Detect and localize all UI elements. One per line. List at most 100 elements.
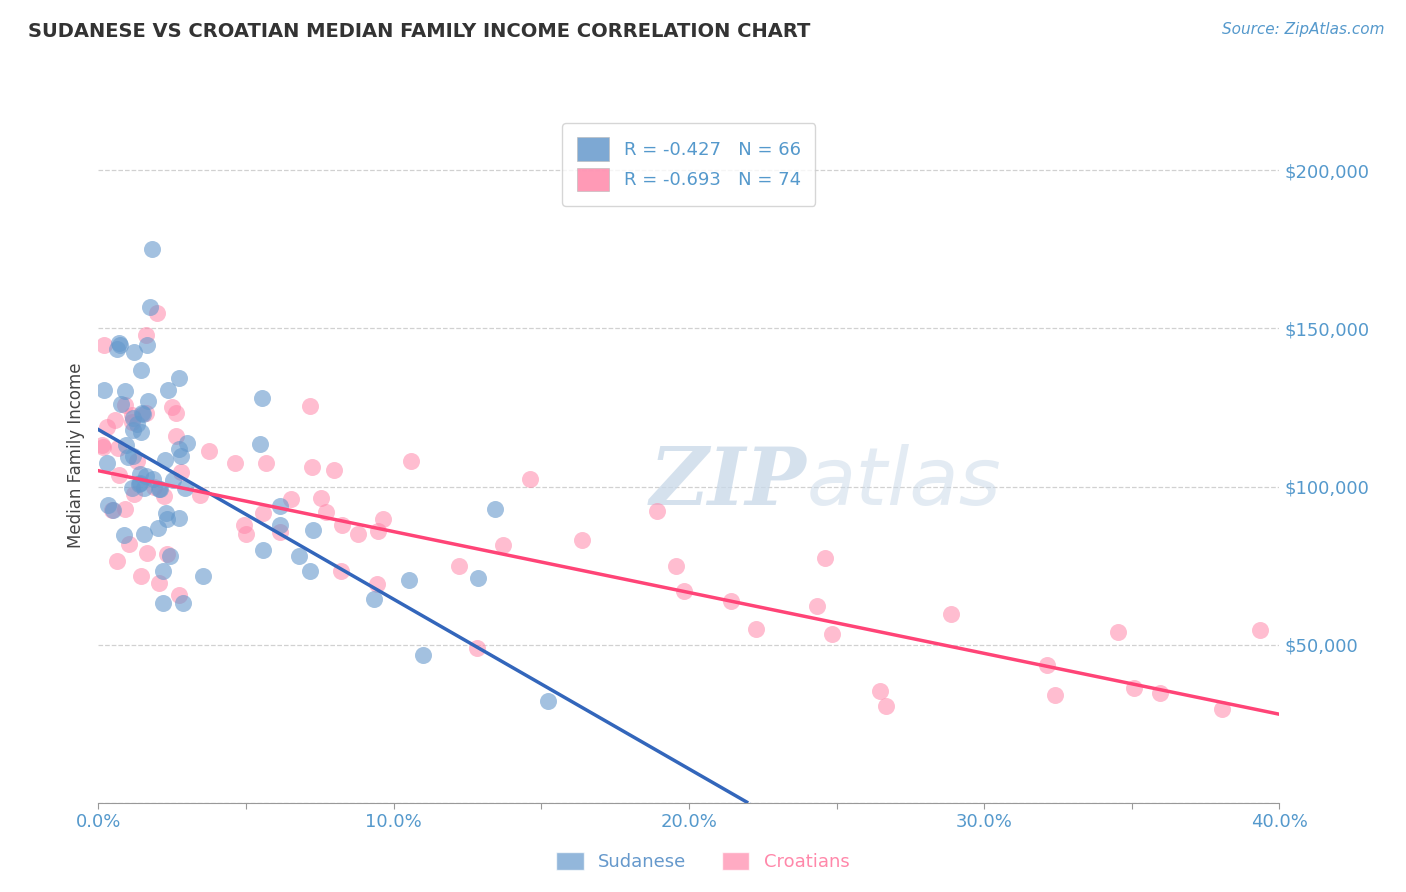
Point: [536, 694, 558, 708]
Point: [820, 627, 842, 641]
Point: [112, 527, 135, 541]
Point: [93, 338, 115, 352]
Point: [664, 558, 686, 573]
Point: [121, 408, 143, 422]
Point: [122, 423, 145, 437]
Point: [159, 549, 181, 563]
Point: [148, 482, 170, 496]
Point: [128, 477, 150, 491]
Point: [148, 575, 170, 590]
Point: [170, 449, 193, 463]
Point: [110, 397, 132, 411]
Point: [121, 481, 143, 495]
Point: [146, 521, 169, 535]
Point: [125, 417, 148, 431]
Point: [367, 524, 389, 538]
Point: [280, 492, 302, 507]
Point: [134, 527, 156, 541]
Point: [108, 468, 131, 483]
Point: [165, 406, 187, 420]
Text: ZIP: ZIP: [650, 444, 807, 522]
Point: [198, 443, 221, 458]
Point: [129, 467, 152, 481]
Point: [122, 345, 145, 359]
Point: [105, 342, 128, 356]
Point: [152, 596, 174, 610]
Point: [720, 594, 742, 608]
Point: [1035, 658, 1057, 673]
Point: [301, 523, 323, 537]
Point: [806, 599, 828, 613]
Point: [311, 491, 333, 505]
Point: [114, 398, 136, 412]
Point: [412, 648, 434, 662]
Point: [100, 503, 122, 517]
Point: [398, 573, 420, 587]
Point: [814, 550, 837, 565]
Point: [117, 450, 139, 465]
Point: [366, 577, 388, 591]
Point: [1249, 624, 1271, 638]
Point: [252, 543, 274, 558]
Point: [121, 415, 143, 429]
Point: [1211, 702, 1233, 716]
Point: [1107, 625, 1129, 640]
Point: [1123, 681, 1146, 695]
Point: [101, 503, 124, 517]
Point: [129, 476, 152, 491]
Point: [104, 413, 127, 427]
Point: [131, 406, 153, 420]
Point: [233, 518, 256, 533]
Point: [114, 384, 136, 399]
Point: [135, 468, 157, 483]
Point: [121, 450, 143, 464]
Point: [673, 583, 696, 598]
Point: [93, 440, 115, 454]
Point: [131, 362, 153, 376]
Point: [252, 506, 274, 520]
Point: [492, 538, 515, 552]
Point: [224, 456, 246, 470]
Point: [315, 505, 337, 519]
Point: [347, 526, 370, 541]
Point: [153, 489, 176, 503]
Point: [371, 512, 394, 526]
Point: [146, 305, 169, 319]
Point: [129, 568, 152, 582]
Point: [105, 554, 128, 568]
Point: [93, 384, 115, 398]
Point: [136, 547, 159, 561]
Point: [875, 698, 897, 713]
Point: [869, 684, 891, 698]
Point: [132, 407, 155, 421]
Point: [96, 456, 118, 470]
Point: [117, 537, 139, 551]
Point: [114, 502, 136, 516]
Point: [269, 518, 291, 533]
Point: [250, 392, 273, 406]
Point: [142, 472, 165, 486]
Point: [363, 592, 385, 607]
Point: [135, 327, 157, 342]
Point: [169, 588, 191, 602]
Point: [193, 568, 215, 582]
Point: [301, 459, 323, 474]
Point: [329, 564, 352, 578]
Point: [519, 472, 541, 486]
Point: [155, 506, 177, 520]
Point: [153, 453, 176, 467]
Point: [108, 337, 131, 351]
Point: [91, 438, 114, 452]
Point: [172, 597, 194, 611]
Text: atlas: atlas: [807, 443, 1002, 522]
Point: [148, 483, 170, 497]
Point: [484, 501, 506, 516]
Point: [745, 622, 768, 636]
Point: [162, 401, 184, 415]
Point: [141, 243, 163, 257]
Point: [107, 441, 129, 455]
Point: [299, 400, 322, 414]
Point: [108, 335, 131, 350]
Point: [571, 533, 593, 547]
Point: [96, 420, 118, 434]
